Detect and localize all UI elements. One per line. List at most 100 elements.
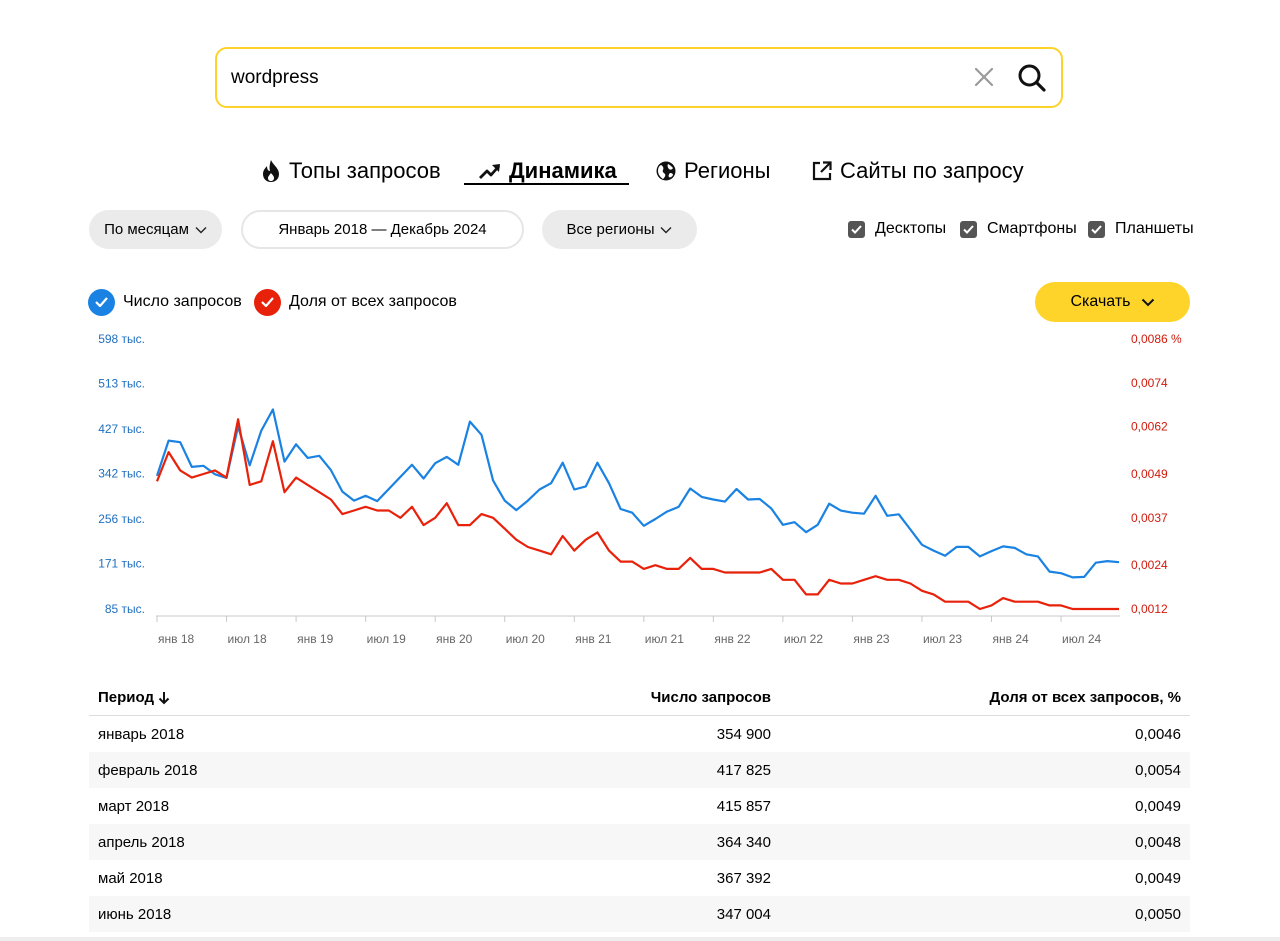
left-axis-tick: 85 тыс. [105, 602, 145, 616]
chevron-down-icon [195, 226, 207, 233]
left-axis-tick: 427 тыс. [98, 422, 145, 436]
tab-label: Динамика [509, 158, 617, 183]
table-row: май 2018 367 392 0,0049 [89, 860, 1190, 896]
cell-count: 417 825 [716, 761, 771, 779]
chevron-down-icon [1141, 298, 1154, 306]
right-axis-tick: 0,0074 [1131, 376, 1168, 390]
checkbox-label: Смартфоны [987, 220, 1077, 237]
x-axis-tick: янв 18 [158, 632, 195, 646]
table-header: Период Число запросов Доля от всех запро… [89, 680, 1190, 716]
cell-share: 0,0054 [1135, 761, 1181, 779]
x-axis-tick: июл 22 [784, 632, 823, 646]
cell-period: февраль 2018 [98, 761, 198, 779]
period-picker[interactable]: Январь 2018 — Декабрь 2024 [241, 210, 524, 249]
period-column-header[interactable]: Период [89, 689, 529, 706]
period-label: Январь 2018 — Декабрь 2024 [278, 221, 487, 238]
checkbox-checked-icon[interactable] [1088, 220, 1105, 238]
search-input[interactable] [231, 63, 951, 93]
cell-count: 367 392 [716, 869, 771, 887]
right-axis-tick: 0,0037 [1131, 511, 1168, 525]
checkbox-label: Десктопы [875, 220, 947, 237]
data-table: Период Число запросов Доля от всех запро… [89, 680, 1190, 932]
x-axis-tick: янв 20 [436, 632, 473, 646]
table-row: март 2018 415 857 0,0049 [89, 788, 1190, 824]
right-axis-tick: 0,0012 [1131, 602, 1168, 616]
page-bottom-divider [0, 937, 1280, 941]
legend-query-count[interactable]: Число запросов [88, 288, 242, 316]
cell-count: 354 900 [716, 725, 771, 743]
search-icon[interactable] [1017, 63, 1047, 93]
checkbox-smartphones[interactable]: Смартфоны [960, 219, 1077, 239]
check-icon [254, 288, 281, 316]
x-axis-tick: июл 23 [923, 632, 962, 646]
fire-icon [263, 160, 279, 182]
globe-icon [656, 161, 676, 181]
checkbox-checked-icon[interactable] [848, 220, 865, 238]
x-axis-tick: июл 19 [367, 632, 406, 646]
tab-regions[interactable]: Регионы [656, 155, 770, 187]
close-icon[interactable] [973, 66, 995, 88]
trend-up-icon [479, 164, 501, 179]
regions-label: Все регионы [566, 221, 655, 238]
right-axis-tick: 0,0062 [1131, 420, 1168, 434]
cell-period: июнь 2018 [98, 905, 172, 923]
x-axis-tick: янв 23 [853, 632, 890, 646]
x-axis-tick: янв 22 [714, 632, 751, 646]
x-axis-tick: янв 19 [297, 632, 334, 646]
table-row: февраль 2018 417 825 0,0054 [89, 752, 1190, 788]
left-axis-tick: 598 тыс. [98, 332, 145, 346]
left-axis-tick: 171 тыс. [98, 557, 145, 571]
x-axis-tick: янв 21 [575, 632, 612, 646]
share-column-header[interactable]: Доля от всех запросов, % [989, 689, 1181, 706]
x-axis-tick: янв 24 [993, 632, 1030, 646]
cell-count: 415 857 [716, 797, 771, 815]
download-button[interactable]: Скачать [1035, 282, 1190, 322]
external-link-icon [812, 161, 832, 181]
table-row: апрель 2018 364 340 0,0048 [89, 824, 1190, 860]
download-label: Скачать [1070, 293, 1131, 310]
cell-share: 0,0048 [1135, 833, 1181, 851]
check-icon [88, 288, 115, 316]
checkbox-checked-icon[interactable] [960, 220, 977, 238]
legend-share[interactable]: Доля от всех запросов [254, 288, 457, 316]
cell-share: 0,0049 [1135, 869, 1181, 887]
tab-label: Топы запросов [289, 158, 441, 183]
dynamics-chart: 85 тыс. 171 тыс. 256 тыс. 342 тыс. 427 тыс. 5… [98, 332, 1182, 646]
period-header-label: Период [98, 689, 154, 706]
active-tab-underline [464, 183, 629, 185]
tab-sites[interactable]: Сайты по запросу [812, 155, 1024, 187]
series-line-query-count [155, 408, 1120, 579]
cell-period: январь 2018 [98, 725, 185, 743]
cell-share: 0,0049 [1135, 797, 1181, 815]
cell-period: апрель 2018 [98, 833, 185, 851]
x-axis-tick: июл 20 [506, 632, 545, 646]
table-row: июнь 2018 347 004 0,0050 [89, 896, 1190, 932]
x-axis-tick: июл 21 [645, 632, 684, 646]
right-axis-tick: 0,0086 % [1131, 332, 1182, 346]
tab-dynamics[interactable]: Динамика [479, 155, 617, 187]
cell-count: 364 340 [716, 833, 771, 851]
x-axis-tick: июл 18 [228, 632, 267, 646]
regions-dropdown[interactable]: Все регионы [542, 210, 697, 249]
right-axis-tick: 0,0024 [1131, 558, 1168, 572]
grouping-dropdown[interactable]: По месяцам [89, 210, 222, 249]
left-axis-tick: 342 тыс. [98, 467, 145, 481]
grouping-label: По месяцам [104, 221, 189, 238]
cell-period: май 2018 [98, 869, 163, 887]
cell-count: 347 004 [716, 905, 771, 923]
legend-label: Число запросов [123, 293, 242, 310]
series-line-share [155, 418, 1119, 611]
x-axis-tick: июл 24 [1062, 632, 1101, 646]
sort-arrow-down-icon [158, 691, 170, 704]
checkbox-tablets[interactable]: Планшеты [1088, 219, 1194, 239]
cell-share: 0,0046 [1135, 725, 1181, 743]
legend-label: Доля от всех запросов [289, 293, 457, 310]
table-row: январь 2018 354 900 0,0046 [89, 716, 1190, 752]
search-box [215, 47, 1063, 108]
tab-top-queries[interactable]: Топы запросов [261, 155, 441, 187]
count-column-header[interactable]: Число запросов [650, 689, 771, 706]
left-axis-tick: 256 тыс. [98, 512, 145, 526]
cell-share: 0,0050 [1135, 905, 1181, 923]
checkbox-desktops[interactable]: Десктопы [848, 219, 946, 239]
tab-label: Регионы [684, 158, 771, 183]
